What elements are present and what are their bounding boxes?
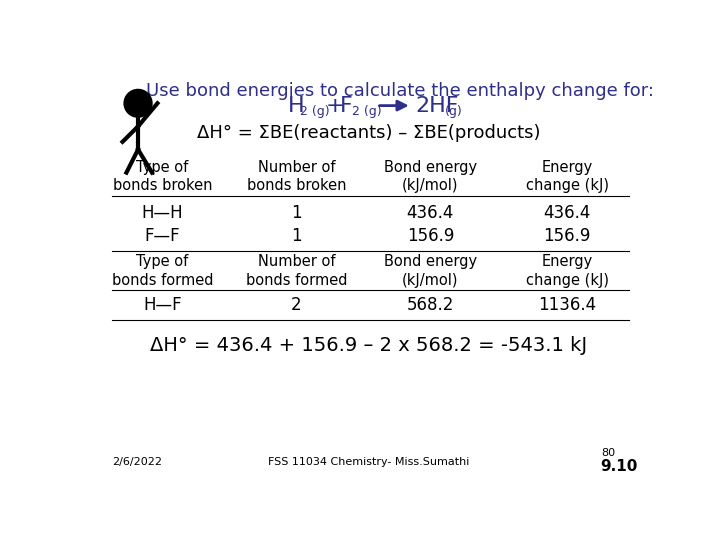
Text: 2 (g): 2 (g) (352, 105, 382, 118)
Text: 436.4: 436.4 (407, 204, 454, 221)
Text: 2/6/2022: 2/6/2022 (112, 457, 162, 467)
Text: 156.9: 156.9 (407, 227, 454, 245)
Text: (g): (g) (445, 105, 463, 118)
Text: Number of
bonds formed: Number of bonds formed (246, 254, 347, 288)
Text: Use bond energies to calculate the enthalpy change for:: Use bond energies to calculate the entha… (146, 82, 654, 100)
Text: Type of
bonds formed: Type of bonds formed (112, 254, 213, 288)
Text: 568.2: 568.2 (407, 296, 454, 314)
Text: 9.10: 9.10 (600, 460, 637, 475)
Text: 436.4: 436.4 (544, 204, 591, 221)
Text: H—F: H—F (143, 296, 182, 314)
Text: F—F: F—F (145, 227, 180, 245)
Text: Bond energy
(kJ/mol): Bond energy (kJ/mol) (384, 254, 477, 288)
Text: 2: 2 (291, 296, 302, 314)
Text: 1: 1 (291, 204, 302, 221)
Text: F: F (340, 96, 352, 116)
Text: 80: 80 (601, 448, 616, 457)
Text: Type of
bonds broken: Type of bonds broken (113, 160, 212, 193)
Text: +: + (326, 96, 352, 116)
Text: 1: 1 (291, 227, 302, 245)
Text: Bond energy
(kJ/mol): Bond energy (kJ/mol) (384, 160, 477, 193)
Text: 2HF: 2HF (415, 96, 459, 116)
Text: Energy
change (kJ): Energy change (kJ) (526, 254, 608, 288)
Text: ΔH° = 436.4 + 156.9 – 2 x 568.2 = -543.1 kJ: ΔH° = 436.4 + 156.9 – 2 x 568.2 = -543.1… (150, 336, 588, 355)
Text: FSS 11034 Chemistry- Miss.Sumathi: FSS 11034 Chemistry- Miss.Sumathi (269, 457, 469, 467)
Text: Number of
bonds broken: Number of bonds broken (247, 160, 346, 193)
Text: 2 (g): 2 (g) (300, 105, 330, 118)
Text: H—H: H—H (142, 204, 184, 221)
Circle shape (124, 90, 152, 117)
Text: H: H (287, 96, 305, 116)
Text: 1136.4: 1136.4 (538, 296, 596, 314)
Text: Energy
change (kJ): Energy change (kJ) (526, 160, 608, 193)
Text: ΔH° = ΣBE(reactants) – ΣBE(products): ΔH° = ΣBE(reactants) – ΣBE(products) (197, 124, 541, 141)
Text: 156.9: 156.9 (544, 227, 591, 245)
